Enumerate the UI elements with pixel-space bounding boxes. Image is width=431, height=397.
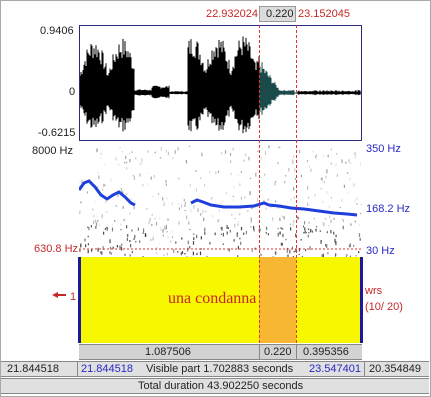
- tier-selection: [259, 257, 296, 343]
- waveform-selected-trace: [259, 62, 298, 115]
- selection-duration: 0.220: [266, 8, 294, 20]
- visible-part-label[interactable]: Visible part 1.702883 seconds: [146, 363, 294, 375]
- segment-left[interactable]: 1.087506: [79, 344, 259, 360]
- interval-text[interactable]: una condanna: [168, 290, 257, 307]
- waveform-panel[interactable]: [79, 25, 362, 141]
- segment-right-duration: 0.395356: [303, 346, 349, 358]
- visible-start-time: 21.844518: [81, 363, 133, 375]
- waveform-yzero: 0: [69, 86, 76, 98]
- time-row-divider-left: [77, 361, 78, 377]
- pitch-cursor-label: 168.2 Hz: [366, 203, 411, 215]
- text-tier[interactable]: [79, 257, 362, 343]
- tier-count: (10/ 20): [365, 301, 403, 313]
- waveform-ymin: -0.6215: [38, 127, 76, 139]
- spectrogram-svg: [79, 145, 362, 257]
- total-end-time[interactable]: 20.354849: [369, 363, 421, 375]
- pitch-curve: [79, 179, 136, 207]
- spectrogram-freq-top: 8000 Hz: [32, 145, 73, 157]
- spectrogram-panel[interactable]: [79, 145, 362, 257]
- pitch-bottom-label: 30 Hz: [366, 245, 395, 257]
- visible-end-time: 23.547401: [309, 363, 361, 375]
- time-row: [1, 361, 429, 377]
- selection-start-time: 22.932024: [206, 8, 258, 20]
- segment-mid[interactable]: 0.220: [259, 344, 296, 360]
- spectrogram-energy: [79, 145, 362, 257]
- selection-end-line: [296, 25, 297, 343]
- tier-name: wrs: [365, 285, 383, 297]
- tier-right-boundary[interactable]: [360, 257, 363, 343]
- pitch-curve-segment-2: [190, 198, 358, 217]
- waveform-trace: [80, 36, 361, 134]
- total-duration: Total duration 43.902250 seconds: [138, 380, 304, 392]
- tier-left-boundary[interactable]: [78, 257, 81, 343]
- waveform-ymax: 0.9406: [40, 25, 74, 37]
- tier-number: 1: [70, 291, 77, 303]
- total-start-time[interactable]: 21.844518: [7, 363, 59, 375]
- segment-mid-duration: 0.220: [264, 346, 292, 358]
- waveform-svg: [80, 36, 361, 134]
- selection-end-time: 23.152045: [298, 8, 350, 20]
- time-row-divider-right: [364, 361, 365, 377]
- selection-start-line: [259, 25, 260, 343]
- footer-row[interactable]: Total duration 43.902250 seconds: [1, 378, 429, 394]
- selection-duration-box[interactable]: 0.220: [259, 6, 296, 22]
- spectrogram-freq-bottom: 630.8 Hz: [34, 243, 79, 255]
- segment-left-duration: 1.087506: [145, 346, 191, 358]
- pitch-top-label: 350 Hz: [366, 143, 401, 155]
- pointing-hand-icon[interactable]: [51, 290, 69, 300]
- segment-right[interactable]: 0.395356: [296, 344, 362, 360]
